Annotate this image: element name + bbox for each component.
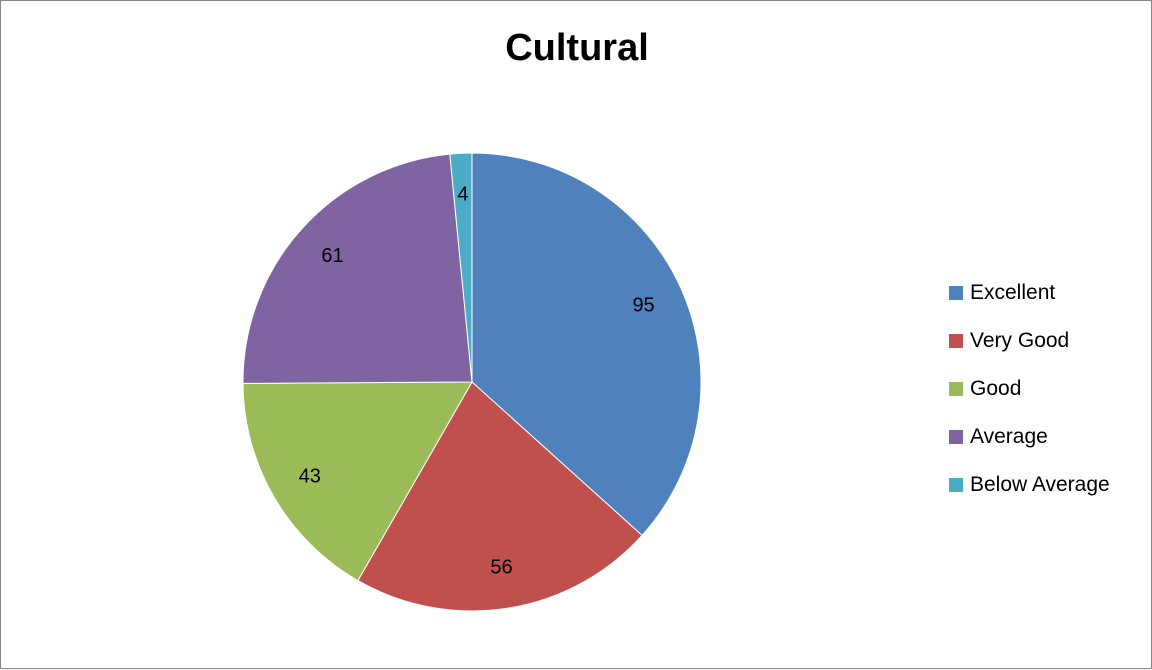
data-label-good: 43 bbox=[299, 466, 321, 488]
legend-label-below-average: Below Average bbox=[970, 473, 1110, 496]
data-label-average: 61 bbox=[321, 245, 343, 267]
legend-swatch-below-average bbox=[949, 478, 963, 492]
pie-slice-below-average bbox=[449, 152, 473, 383]
legend-label-average: Average bbox=[970, 425, 1048, 448]
legend-item-below-average: Below Average bbox=[949, 461, 1110, 509]
legend-swatch-excellent bbox=[949, 286, 963, 300]
chart-title: Cultural bbox=[505, 27, 649, 69]
legend-swatch-good bbox=[949, 382, 963, 396]
legend-label-very-good: Very Good bbox=[970, 329, 1070, 352]
pie-slice-good bbox=[242, 381, 473, 582]
pie-slice-average bbox=[242, 153, 473, 384]
legend-label-good: Good bbox=[970, 377, 1022, 400]
legend-item-very-good: Very Good bbox=[949, 317, 1110, 365]
pie-slice-excellent bbox=[471, 152, 702, 537]
legend-swatch-average bbox=[949, 430, 963, 444]
legend: Excellent Very Good Good Average Below Avera… bbox=[949, 269, 1110, 509]
legend-item-average: Average bbox=[949, 413, 1110, 461]
data-label-very-good: 56 bbox=[490, 556, 512, 578]
legend-swatch-very-good bbox=[949, 334, 963, 348]
pie-slice-very-good bbox=[357, 381, 643, 612]
legend-item-excellent: Excellent bbox=[949, 269, 1110, 317]
data-label-below-average: 4 bbox=[457, 183, 468, 205]
data-label-excellent: 95 bbox=[632, 295, 654, 317]
legend-item-good: Good bbox=[949, 365, 1110, 413]
legend-label-excellent: Excellent bbox=[970, 281, 1056, 304]
